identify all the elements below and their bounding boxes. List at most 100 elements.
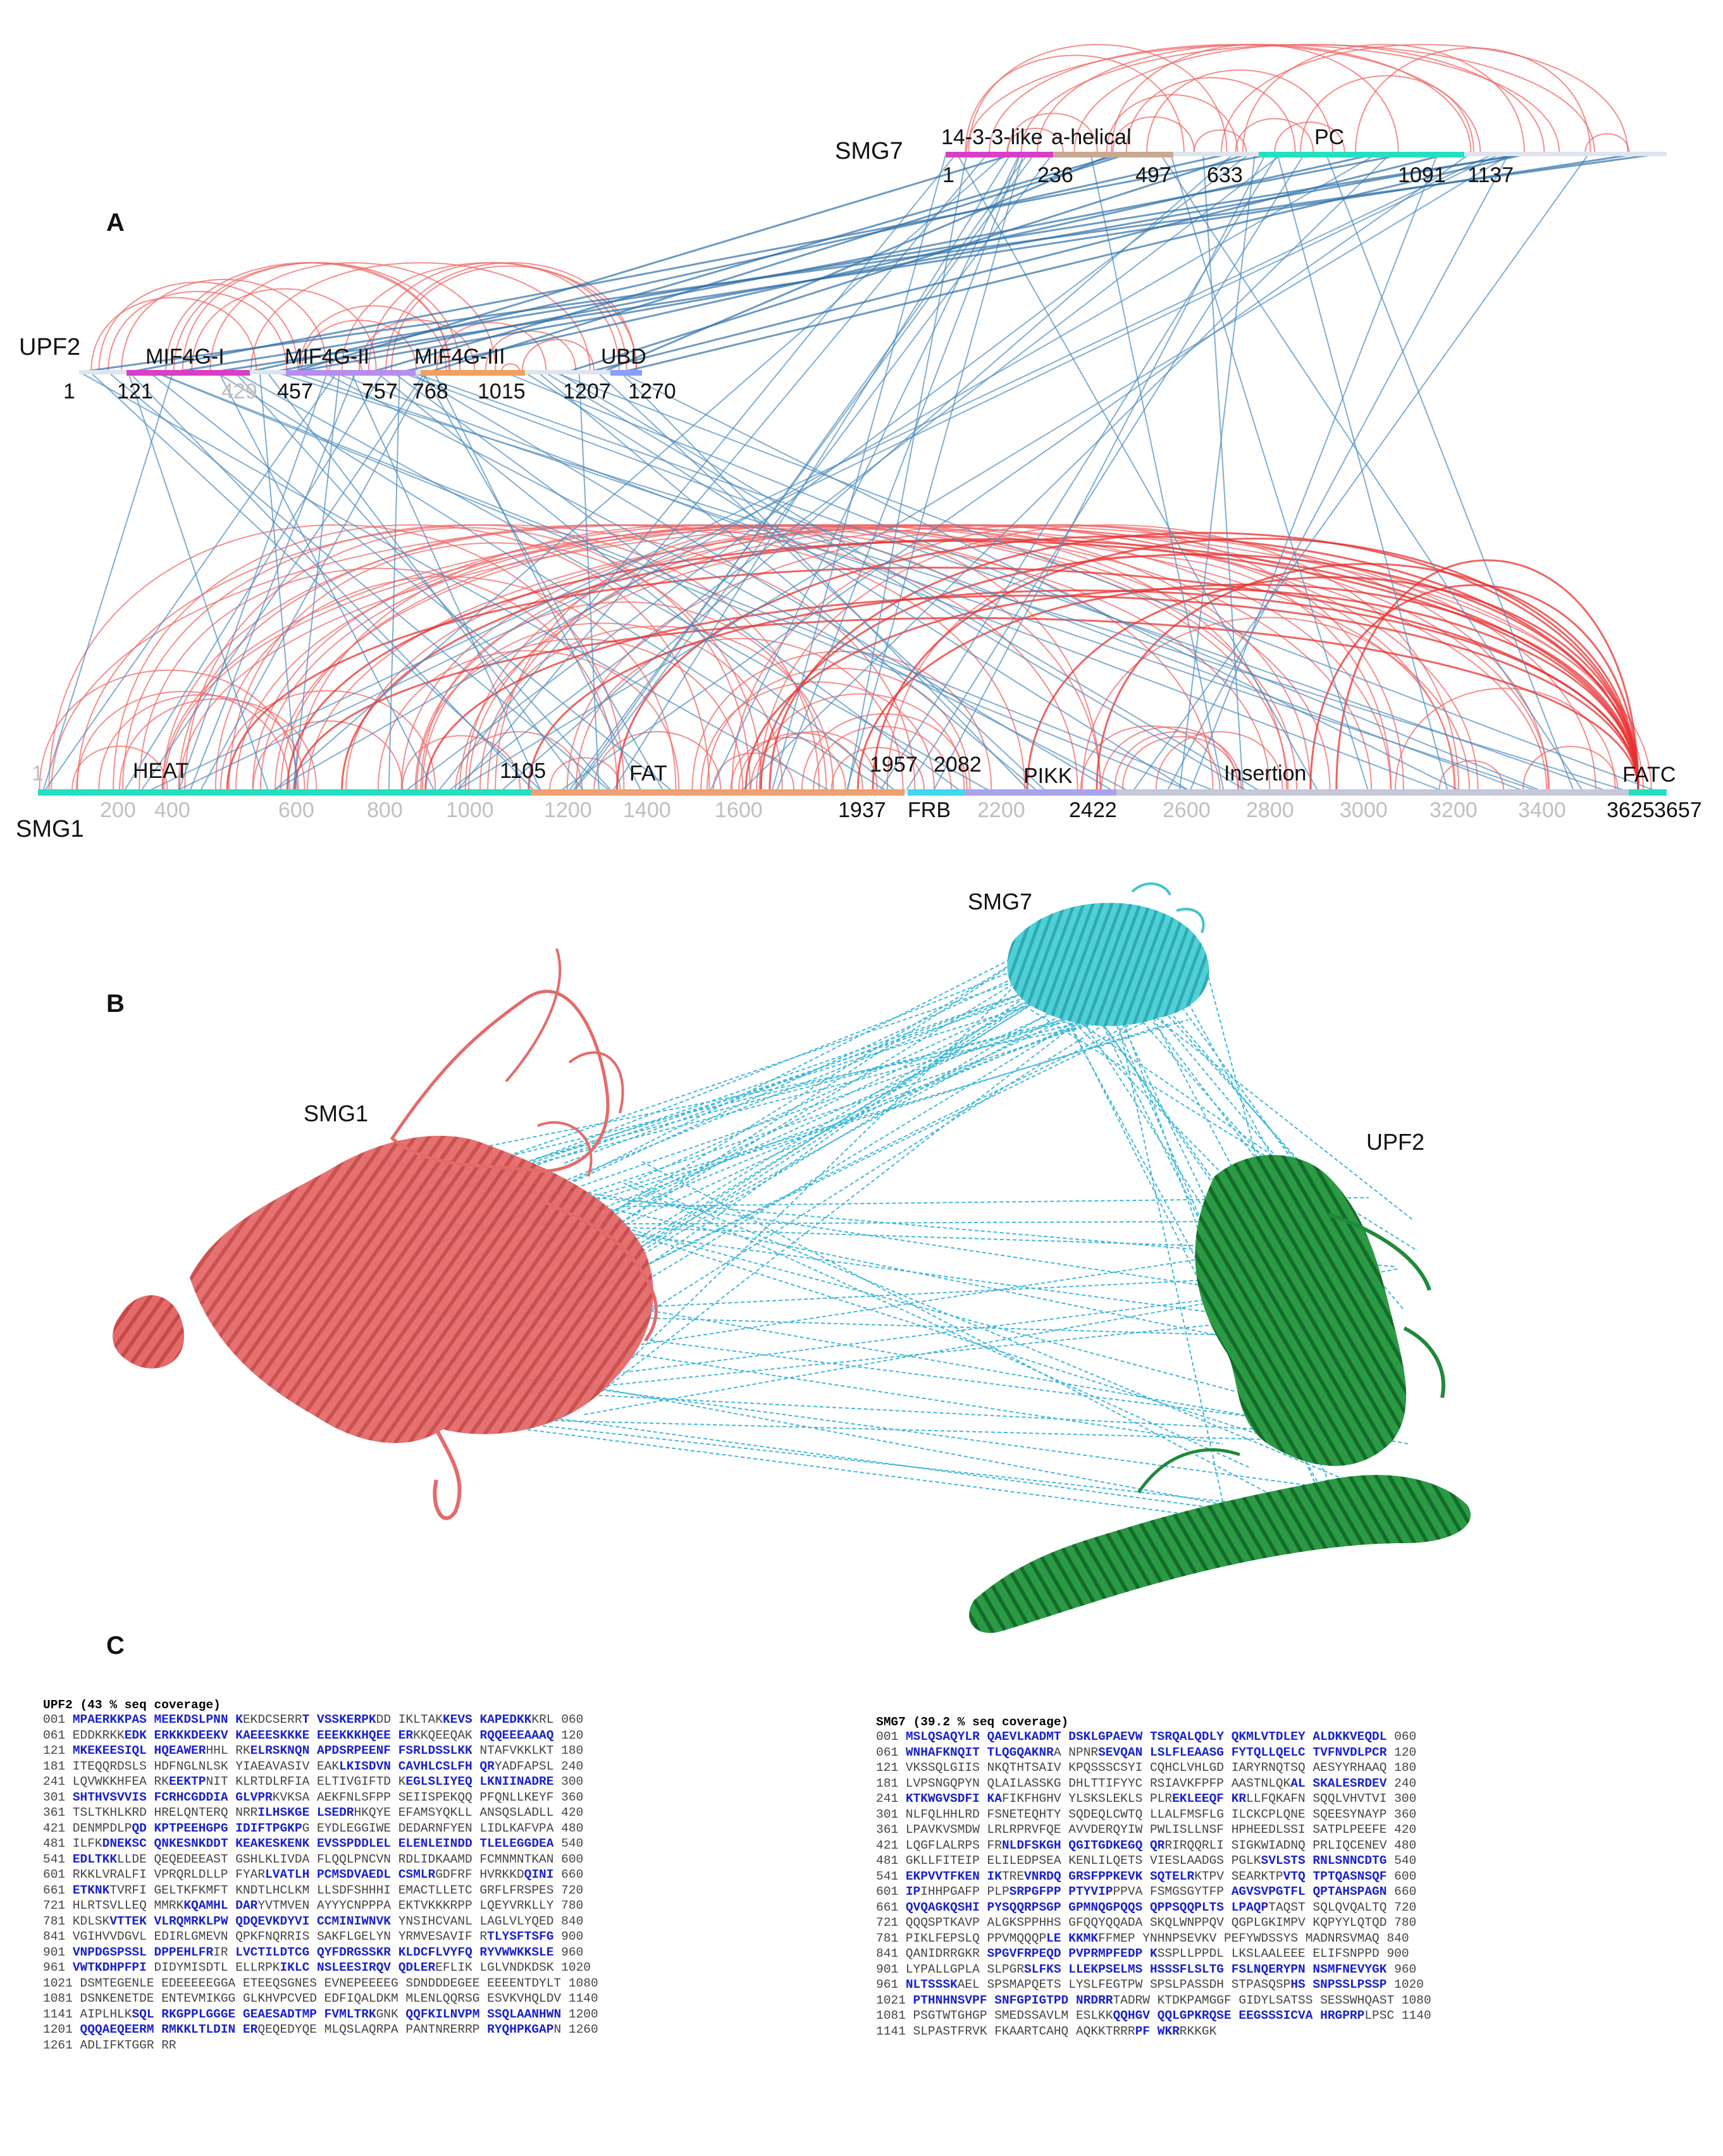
covered-peptide: SHTHVSVVIS FCRHCGDDIA GLVPR	[72, 1790, 273, 1804]
crosslink-line	[552, 371, 1658, 792]
sequence-text: 600	[1386, 1869, 1417, 1883]
covered-peptide: MPAERKKPAS MEEKDSLPNN K	[72, 1713, 243, 1727]
sequence-text: HHL RK	[206, 1744, 250, 1758]
sequence-text: 661	[43, 1883, 73, 1897]
covered-peptide: QQHGV QQLGPKRQSE EEGSSSICVA HRGPRP	[1113, 2009, 1365, 2023]
crosslink-line	[957, 154, 1319, 792]
crosslink-line	[266, 371, 585, 792]
crosslink-arc	[769, 531, 1640, 791]
crosslink-line	[1170, 154, 1369, 792]
structure-crosslink	[602, 980, 1150, 1236]
crosslink-arc	[184, 527, 751, 791]
structure-crosslink	[583, 980, 1068, 1289]
crosslink-arc	[228, 542, 762, 791]
smg7-ahelical-bar	[1053, 152, 1173, 157]
crosslink-line	[332, 371, 1445, 792]
sequence-text: 660	[553, 1868, 584, 1882]
smg1-domain-fatc: FATC	[1622, 763, 1676, 787]
sequence-text: LLDE QEQEDEEAST GSHLKLIVDA FLQQLPNCVN RD…	[117, 1852, 584, 1866]
crosslink-arc	[286, 539, 1640, 791]
sequence-text: G EYDLEGGIWE DEDARNFYEN LIDLKAFVPA 480	[302, 1821, 584, 1835]
sequence-line: 781 KDLSKVTTEK VLRQMRKLPW QDQEVKDYVI CCM…	[43, 1914, 598, 1930]
smg1-tick-1: 1	[32, 761, 44, 785]
covered-peptide: RYQHPKGAP	[487, 2023, 554, 2036]
crosslink-arc	[416, 638, 744, 791]
covered-peptide: VNRDQ GRSFPPKEVK SQTELR	[1024, 1869, 1195, 1883]
smg1-insertion-bar	[1116, 789, 1629, 796]
structure-crosslink	[571, 1009, 1096, 1326]
sequence-text: SSPLLPPDL LKSLAALEEE ELIFSNPPD 900	[1157, 1947, 1409, 1961]
sequence-text: 781 PIKLFEPSLQ PPVMQQQP	[876, 1931, 1047, 1945]
structure-crosslink	[623, 1182, 1249, 1468]
sequence-line: 421 LQGFLALRPS FRNLDFSKGH QGITGDKEGQ QRR…	[876, 1838, 1431, 1854]
sequence-text: RKKGK	[1179, 2024, 1217, 2038]
panel-c-letter: C	[106, 1632, 125, 1660]
structure-crosslink	[1025, 972, 1323, 1277]
structure-crosslink	[383, 973, 1030, 1369]
crosslink-arc	[421, 622, 783, 791]
crosslink-arc	[700, 681, 936, 791]
smg1-domain-heat: HEAT	[133, 759, 189, 783]
sequence-text: TVRFI GELTKFKMFT KNDTLHCLKM LLSDFSHHHI E…	[109, 1883, 584, 1897]
crosslink-line	[274, 371, 1631, 792]
sequence-line: 181 LVPSNGQPYN QLAILASSKG DHLTTIFYYC RSI…	[876, 1776, 1431, 1792]
sequence-line: 961 VWTKDHPFPI DIDYMISDTL ELLRPKIKLC NSL…	[43, 1960, 598, 1976]
crosslink-arc	[965, 54, 1185, 154]
smg1-label: SMG1	[16, 816, 84, 842]
structure-crosslink	[629, 1180, 1342, 1479]
upf2-pos-1207: 1207	[563, 379, 611, 403]
structure-crosslink	[435, 1417, 1283, 1441]
crosslink-line	[537, 371, 1039, 792]
sequence-text: YVTMVEN AYYYCNPPPA EKTVKKKRPP LQEYVRKLLY…	[257, 1899, 584, 1913]
crosslink-line	[146, 154, 1492, 792]
sequence-line: 1081 DSNKENETDE ENTEVMIKGG GLKHVPCVED ED…	[43, 1991, 598, 2007]
sequence-line: 1261 ADLIFKTGGR RR	[43, 2038, 598, 2054]
upf2-pos-1015: 1015	[478, 379, 526, 403]
crosslink-arc	[1146, 69, 1333, 154]
crosslink-line	[371, 154, 1118, 373]
upf2-pos-768: 768	[412, 379, 448, 403]
structure-crosslink	[429, 1412, 1254, 1506]
crosslink-arc	[252, 720, 404, 791]
crosslink-arc	[968, 44, 1228, 154]
covered-peptide: VWTKDHPFPI	[72, 1961, 147, 1974]
sequence-line: 961 NLTSSSKAEL SPSMAPQETS LYSLFEGTPW SPS…	[876, 1977, 1431, 1993]
sequence-text: A NPNR	[1053, 1745, 1099, 1759]
crosslink-line	[400, 371, 1526, 792]
sequence-line: 241 KTKWGVSDFI KAFIKFHGHV YLSKSLEKLS PLR…	[876, 1791, 1431, 1807]
sequence-text: 1021 DSMTEGENLE EDEEEEEGGA ETEEQSGNES EV…	[43, 1976, 598, 1990]
crosslink-arc	[1007, 113, 1098, 154]
covered-peptide: MSLQSAQYLR QAEVLKADMT DSKLGPAEVW TSRQALQ…	[905, 1730, 1387, 1744]
structure-crosslink	[524, 1219, 1257, 1319]
sequence-text: 960	[553, 1945, 584, 1959]
crosslink-arc	[90, 297, 257, 373]
structure-crosslink	[521, 1336, 1223, 1445]
smg7-structure	[1007, 882, 1209, 1026]
covered-peptide: NLTSSSK	[905, 1978, 958, 1992]
upf2-mif4g3-bar	[421, 370, 525, 376]
crosslink-line	[454, 154, 1510, 792]
sequence-text: 121	[43, 1744, 73, 1758]
crosslink-line	[932, 154, 1266, 792]
smg1-tick-3400: 3400	[1518, 798, 1566, 822]
smg1-heat-bar	[38, 789, 531, 796]
sequence-line: 901 LYPALLGPLA SLPGRSLFKS LLEKPSELMS HSS…	[876, 1962, 1431, 1978]
sequence-text: LLFQKAFN SQQLVHVTVI 300	[1246, 1792, 1417, 1806]
sequence-text: 181 ITEQQRDSLS HDFNGLNLSK YIAEAVASIV EAK	[43, 1759, 340, 1773]
covered-peptide: SLFKS LLEKPSELMS HSSSFLSLTG FSLNQERYPN N…	[1024, 1962, 1387, 1976]
sequence-text: 301 NLFQLHHLRD FSNETEQHTY SQDEQLCWTQ LLA…	[876, 1807, 1417, 1821]
covered-peptide: AGVSVPGTFL QPTAHSPAGN	[1231, 1885, 1387, 1899]
crosslink-arc	[1026, 576, 1640, 791]
sequence-text: 241 LQVWKKHFEA RK	[43, 1775, 169, 1789]
sequence-text: 361 LPAVKVSMDW LRLRPRVFQE AVVDERQYIW PWL…	[876, 1823, 1417, 1837]
crosslink-line	[188, 371, 357, 792]
sequence-text: KKQEEQAK	[413, 1728, 480, 1742]
sequence-text: N 1260	[553, 2023, 598, 2036]
sequence-text: 541	[876, 1869, 906, 1883]
crosslink-line	[107, 371, 612, 792]
sequence-text: 601 RKKLVRALFI VPRQRLDLLP FYAR	[43, 1868, 266, 1882]
covered-peptide: VTTEK VLRQMRKLPW QDQEVKDYVI CCMINIWNVK	[109, 1914, 392, 1928]
sequence-text: 1201	[43, 2023, 80, 2036]
upf2-sequence: 001 MPAERKKPAS MEEKDSLPNN KEKDCSERRT VSS…	[43, 1712, 598, 2053]
crosslink-line	[572, 154, 1028, 792]
